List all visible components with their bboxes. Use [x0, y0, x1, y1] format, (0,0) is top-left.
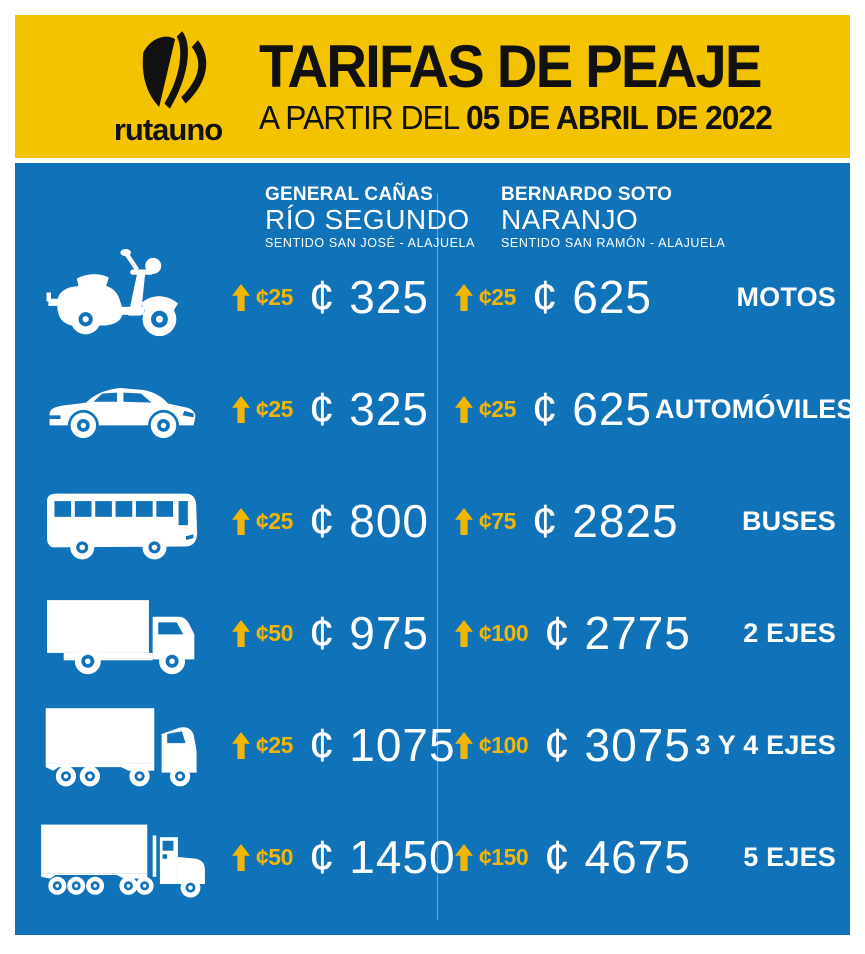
increase-amount: ¢100: [479, 731, 529, 758]
column-header-bernardo-soto: BERNARDO SOTO NARANJO SENTIDO SAN RAMÓN …: [501, 185, 725, 250]
increase-amount: ¢25: [256, 395, 293, 422]
vehicle-icon-cell: [15, 699, 230, 791]
increase-amount: ¢25: [256, 507, 293, 534]
increase-arrow-icon: [232, 283, 250, 311]
table-row-automoviles: ¢25 ¢ 325 ¢25 ¢ 625 AUTOMÓVILES: [15, 353, 850, 465]
vehicle-category-label: MOTOS: [736, 281, 836, 312]
toll-price-bernardo-soto: ¢100 ¢ 3075: [437, 718, 690, 772]
table-row-5-ejes: ¢50 ¢ 1450 ¢150 ¢ 4675 5 EJES: [15, 801, 850, 913]
rutauno-logo: rutauno: [93, 26, 243, 148]
increase-amount: ¢50: [256, 843, 293, 870]
vehicle-category-label: 5 EJES: [743, 841, 836, 872]
toll-price-general-canas: ¢50 ¢ 1450: [230, 830, 455, 884]
table-row-motos: ¢25 ¢ 325 ¢25 ¢ 625 MOTOS: [15, 241, 850, 353]
increase-arrow-icon: [455, 283, 473, 311]
vehicle-category-label: 2 EJES: [743, 617, 836, 648]
logo-text: rutauno: [113, 111, 223, 147]
vehicle-category-label: BUSES: [741, 505, 836, 536]
table-row-3-y-4-ejes: ¢25 ¢ 1075 ¢100 ¢ 3075 3 Y 4 EJES: [15, 689, 850, 801]
increase-amount: ¢75: [479, 507, 516, 534]
increase-amount: ¢100: [479, 619, 529, 646]
increase-arrow-icon: [455, 507, 473, 535]
toll-price-bernardo-soto: ¢25 ¢ 625: [437, 382, 655, 436]
toll-road-name: GENERAL CAÑAS: [265, 184, 433, 205]
toll-price: ¢ 625: [531, 383, 652, 435]
toll-price: ¢ 4675: [544, 831, 691, 883]
vehicle-icon-cell: [15, 247, 230, 347]
toll-price-general-canas: ¢25 ¢ 800: [230, 494, 437, 548]
car-icon: [49, 388, 196, 439]
increase-amount: ¢25: [256, 283, 293, 310]
increase-arrow-icon: [232, 619, 250, 647]
tariff-table: GENERAL CAÑAS RÍO SEGUNDO SENTIDO SAN JO…: [15, 163, 850, 935]
semi-truck-icon: [40, 824, 205, 898]
toll-price-general-canas: ¢25 ¢ 325: [230, 270, 437, 324]
toll-price: ¢ 1450: [308, 831, 456, 883]
rutauno-emblem-icon: [142, 30, 207, 109]
increase-arrow-icon: [455, 395, 473, 423]
vehicle-icon-cell: [15, 368, 230, 450]
toll-price-bernardo-soto: ¢25 ¢ 625: [437, 270, 655, 324]
subtitle-date: 05 DE ABRIL DE 2022: [466, 99, 773, 137]
toll-station-name: RÍO SEGUNDO: [265, 203, 470, 235]
toll-station-name: NARANJO: [501, 203, 639, 235]
toll-price: ¢ 2825: [531, 495, 679, 547]
toll-price: ¢ 325: [308, 271, 429, 323]
toll-price: ¢ 3075: [544, 719, 691, 771]
column-header-general-canas: GENERAL CAÑAS RÍO SEGUNDO SENTIDO SAN JO…: [265, 185, 475, 250]
scooter-icon: [46, 249, 178, 337]
vehicle-icon-cell: [15, 812, 230, 902]
toll-price-general-canas: ¢25 ¢ 1075: [230, 718, 455, 772]
increase-arrow-icon: [232, 507, 250, 535]
toll-direction: SENTIDO SAN RAMÓN - ALAJUELA: [501, 236, 726, 251]
toll-price: ¢ 800: [308, 495, 429, 547]
increase-arrow-icon: [455, 843, 473, 871]
increase-arrow-icon: [455, 619, 473, 647]
truck-2-axle-icon: [46, 600, 194, 675]
increase-amount: ¢25: [256, 731, 293, 758]
toll-price-general-canas: ¢50 ¢ 975: [230, 606, 437, 660]
table-row-buses: ¢25 ¢ 800 ¢75 ¢ 2825 BUSES: [15, 465, 850, 577]
increase-amount: ¢25: [479, 283, 516, 310]
vehicle-category-label: 3 Y 4 EJES: [695, 729, 836, 760]
table-row-2-ejes: ¢50 ¢ 975 ¢100 ¢ 2775 2 EJES: [15, 577, 850, 689]
toll-direction: SENTIDO SAN JOSÉ - ALAJUELA: [265, 236, 476, 251]
truck-4-axle-icon: [45, 708, 197, 787]
toll-price: ¢ 1075: [308, 719, 456, 771]
increase-arrow-icon: [232, 843, 250, 871]
toll-price-bernardo-soto: ¢75 ¢ 2825: [437, 494, 678, 548]
increase-arrow-icon: [232, 731, 250, 759]
toll-price: ¢ 975: [308, 607, 429, 659]
tariff-rows: ¢25 ¢ 325 ¢25 ¢ 625 MOTOS ¢25 ¢ 3: [15, 241, 850, 913]
toll-price: ¢ 2775: [544, 607, 691, 659]
column-divider: [437, 193, 438, 920]
increase-arrow-icon: [455, 731, 473, 759]
header-banner: rutauno TARIFAS DE PEAJE A PARTIR DEL 05…: [15, 15, 850, 158]
toll-price: ¢ 625: [531, 271, 652, 323]
bus-icon: [46, 493, 197, 560]
page-title: TARIFAS DE PEAJE: [259, 32, 763, 100]
vehicle-category-label: AUTOMÓVILES: [655, 393, 850, 424]
vehicle-icon-cell: [15, 477, 230, 565]
toll-price: ¢ 325: [308, 383, 429, 435]
toll-price-bernardo-soto: ¢150 ¢ 4675: [437, 830, 690, 884]
subtitle-prefix: A PARTIR DEL: [259, 99, 467, 137]
toll-road-name: BERNARDO SOTO: [501, 184, 673, 205]
increase-amount: ¢25: [479, 395, 516, 422]
increase-arrow-icon: [232, 395, 250, 423]
toll-price-general-canas: ¢25 ¢ 325: [230, 382, 437, 436]
increase-amount: ¢50: [256, 619, 293, 646]
increase-amount: ¢150: [479, 843, 529, 870]
vehicle-icon-cell: [15, 589, 230, 677]
page-subtitle: A PARTIR DEL 05 DE ABRIL DE 2022: [259, 99, 773, 137]
toll-price-bernardo-soto: ¢100 ¢ 2775: [437, 606, 690, 660]
